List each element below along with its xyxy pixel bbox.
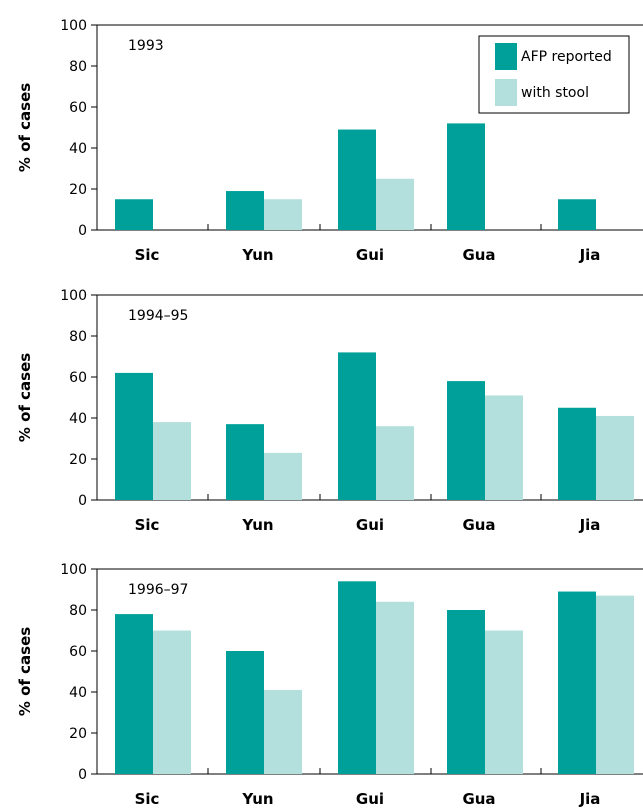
bar [153,422,191,500]
x-category-label: Yun [241,246,273,264]
chart-panel: 0 20 40 60 80 100 % of cases 1994–95 Sic Yun Gui Gu… [16,288,643,534]
bar [447,610,485,774]
bar [226,651,264,774]
x-category-label: Sic [135,516,160,534]
x-category-label: Gua [462,790,495,808]
y-tick-label: 40 [69,685,87,701]
x-category-label: Jia [579,516,601,534]
x-category-label: Gui [356,790,384,808]
bar [226,424,264,500]
y-tick-label: 60 [69,100,87,116]
bar [338,581,376,774]
y-tick-label: 100 [60,18,87,34]
panel-period-label: 1994–95 [128,308,188,324]
bar [264,452,302,500]
bar [485,395,523,500]
y-tick-label: 20 [69,452,87,468]
legend-swatch [495,79,517,106]
x-category-label: Jia [579,790,601,808]
legend-swatch [495,43,517,70]
x-category-label: Gui [356,246,384,264]
x-category-label: Gua [462,516,495,534]
bar [376,178,414,230]
x-category-label: Yun [241,516,273,534]
bar [447,123,485,230]
x-category-label: Gua [462,246,495,264]
x-category-label: Gui [356,516,384,534]
legend-label: with stool [521,85,589,101]
bar [338,352,376,500]
chart-panel: 0 20 40 60 80 100 % of cases 1996–97 Sic Yun Gui Gu… [16,562,643,808]
bar [376,426,414,500]
y-tick-label: 60 [69,370,87,386]
y-axis-label: % of cases [16,627,34,716]
y-tick-label: 60 [69,644,87,660]
y-tick-label: 80 [69,603,87,619]
bar [447,381,485,500]
x-category-label: Jia [579,246,601,264]
bar [558,591,596,774]
legend: AFP reported with stool [478,35,630,114]
x-category-label: Sic [135,790,160,808]
y-tick-label: 80 [69,59,87,75]
y-tick-label: 0 [78,223,87,239]
y-axis-label: % of cases [16,83,34,172]
y-tick-label: 0 [78,493,87,509]
panel-period-label: 1993 [128,38,164,54]
bar [596,415,634,500]
bar [115,199,153,230]
bar [226,191,264,230]
legend-label: AFP reported [521,49,612,65]
y-tick-label: 20 [69,182,87,198]
bar [596,595,634,774]
bar [485,630,523,774]
bar [264,199,302,230]
bar [558,199,596,230]
bar [153,630,191,774]
y-axis-label: % of cases [16,353,34,442]
y-tick-label: 80 [69,329,87,345]
y-tick-label: 40 [69,411,87,427]
y-tick-label: 20 [69,726,87,742]
bar [558,407,596,500]
bar [338,129,376,230]
x-category-label: Sic [135,246,160,264]
panel-period-label: 1996–97 [128,582,188,598]
y-tick-label: 0 [78,767,87,783]
bar [264,689,302,774]
y-tick-label: 40 [69,141,87,157]
bar [115,372,153,500]
bar [376,601,414,774]
chart-panel: 0 20 40 60 80 100 % of cases 1993 Sic Yun Gui Gua Ji… [16,18,643,264]
y-tick-label: 100 [60,288,87,304]
x-category-label: Yun [241,790,273,808]
y-tick-label: 100 [60,562,87,578]
bar [115,614,153,774]
